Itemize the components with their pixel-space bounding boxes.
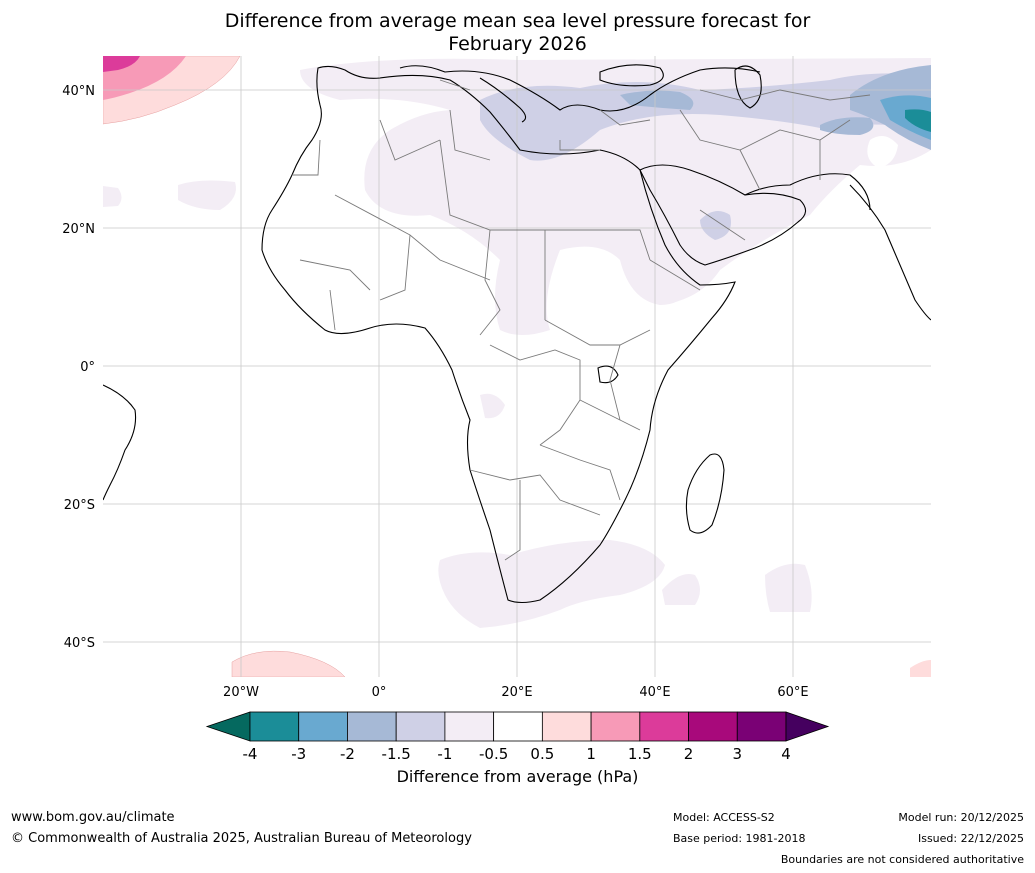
minus1-arabia (700, 211, 731, 240)
footer-model-run: Model run: 20/12/2025 (898, 811, 1024, 824)
africa-coastline (261, 65, 736, 604)
colorbar-swatch (688, 711, 738, 742)
colorbar-tick-label: -2 (340, 745, 355, 763)
map-title: Difference from average mean sea level p… (0, 10, 1035, 56)
latitude-labels: 40°N 20°N 0° 20°S 40°S (62, 84, 95, 651)
colorbar-tick-label: -0.5 (479, 745, 508, 763)
lake-victoria (597, 365, 619, 384)
negative-anomaly-congo (480, 393, 505, 419)
colorbar-label: Difference from average (hPa) (396, 767, 639, 786)
madagascar (685, 453, 725, 534)
colorbar-tick-label: 3 (732, 745, 742, 763)
negative-anomaly-westedge (103, 186, 122, 207)
colorbar-tick-label: 0.5 (530, 745, 554, 763)
south-america-tip (103, 384, 137, 501)
colorbar-swatch (639, 711, 689, 742)
lon-label: 20°W (223, 685, 259, 700)
colorbar-swatch (493, 711, 543, 742)
minus4-tibet (905, 109, 931, 132)
lon-label: 40°E (639, 685, 670, 700)
colorbar-tick-label: -1 (437, 745, 452, 763)
arabia-coast (639, 164, 807, 266)
lon-label: 20°E (501, 685, 532, 700)
colorbar-swatch (444, 711, 495, 742)
negative-anomaly-north (300, 58, 931, 335)
lon-label: 60°E (777, 685, 808, 700)
footer-issued: Issued: 22/12/2025 (917, 832, 1024, 845)
colorbar-swatch (298, 711, 348, 742)
colorbar: -4 -3 -2 -1.5 -1 -0.5 0.5 1 1.5 2 3 4 (205, 711, 830, 763)
white-patch-tibet (867, 136, 898, 168)
colorbar-extend-high (785, 711, 830, 742)
colorbar-swatch (541, 711, 592, 742)
colorbar-swatch (590, 711, 641, 742)
colorbar-tick-label: 4 (781, 745, 791, 763)
lon-label: 0° (372, 685, 387, 700)
black-sea (599, 64, 664, 87)
gridlines (103, 56, 931, 677)
lat-label: 0° (80, 360, 95, 375)
india-coast (849, 184, 931, 321)
colorbar-extend-low (205, 711, 251, 742)
anomaly-shading (103, 56, 931, 677)
colorbar-tick-label: 1.5 (628, 745, 652, 763)
colorbar-swatch (395, 711, 446, 742)
lat-label: 40°N (62, 84, 95, 99)
country-borders (292, 79, 871, 561)
footer-base-period: Base period: 1981-2018 (673, 832, 806, 845)
longitude-labels: 20°W 0° 20°E 40°E 60°E (223, 685, 809, 700)
colorbar-tick-label: 1 (586, 745, 596, 763)
footer-copyright: © Commonwealth of Australia 2025, Austra… (11, 831, 472, 846)
footer-model: Model: ACCESS-S2 (673, 811, 775, 824)
lat-label: 20°N (62, 222, 95, 237)
caspian (734, 65, 762, 109)
negative-anomaly-south (438, 540, 665, 628)
colorbar-tick-label: 2 (684, 745, 694, 763)
colorbar-tick-label: -1.5 (382, 745, 411, 763)
negative-anomaly-southindian (662, 574, 700, 605)
negative-anomaly-east-africa (638, 269, 690, 305)
colorbar-swatch (347, 711, 397, 742)
colorbar-swatch (736, 711, 787, 742)
positive-anomaly-southwest (231, 650, 346, 677)
minus1-mediterranean (480, 73, 931, 161)
title-line-2: February 2026 (448, 33, 587, 55)
negative-anomaly-westatlantic (178, 180, 236, 210)
footer-url[interactable]: www.bom.gov.au/climate (11, 810, 175, 825)
coastlines (103, 64, 931, 604)
positive-anomaly-northwest-2 (103, 56, 140, 72)
colorbar-tick-label: -3 (291, 745, 306, 763)
lat-label: 20°S (64, 498, 95, 513)
negative-anomaly-southeast (765, 563, 812, 612)
europe-coast (399, 65, 761, 112)
title-line-1: Difference from average mean sea level p… (224, 10, 811, 32)
italy (479, 77, 527, 123)
colorbar-swatch (249, 711, 300, 742)
colorbar-tick-label: -4 (243, 745, 258, 763)
minus15-east (620, 90, 694, 110)
footer-disclaimer: Boundaries are not considered authoritat… (780, 853, 1024, 866)
lat-label: 40°S (64, 636, 95, 651)
positive-anomaly-southeast (910, 660, 931, 677)
